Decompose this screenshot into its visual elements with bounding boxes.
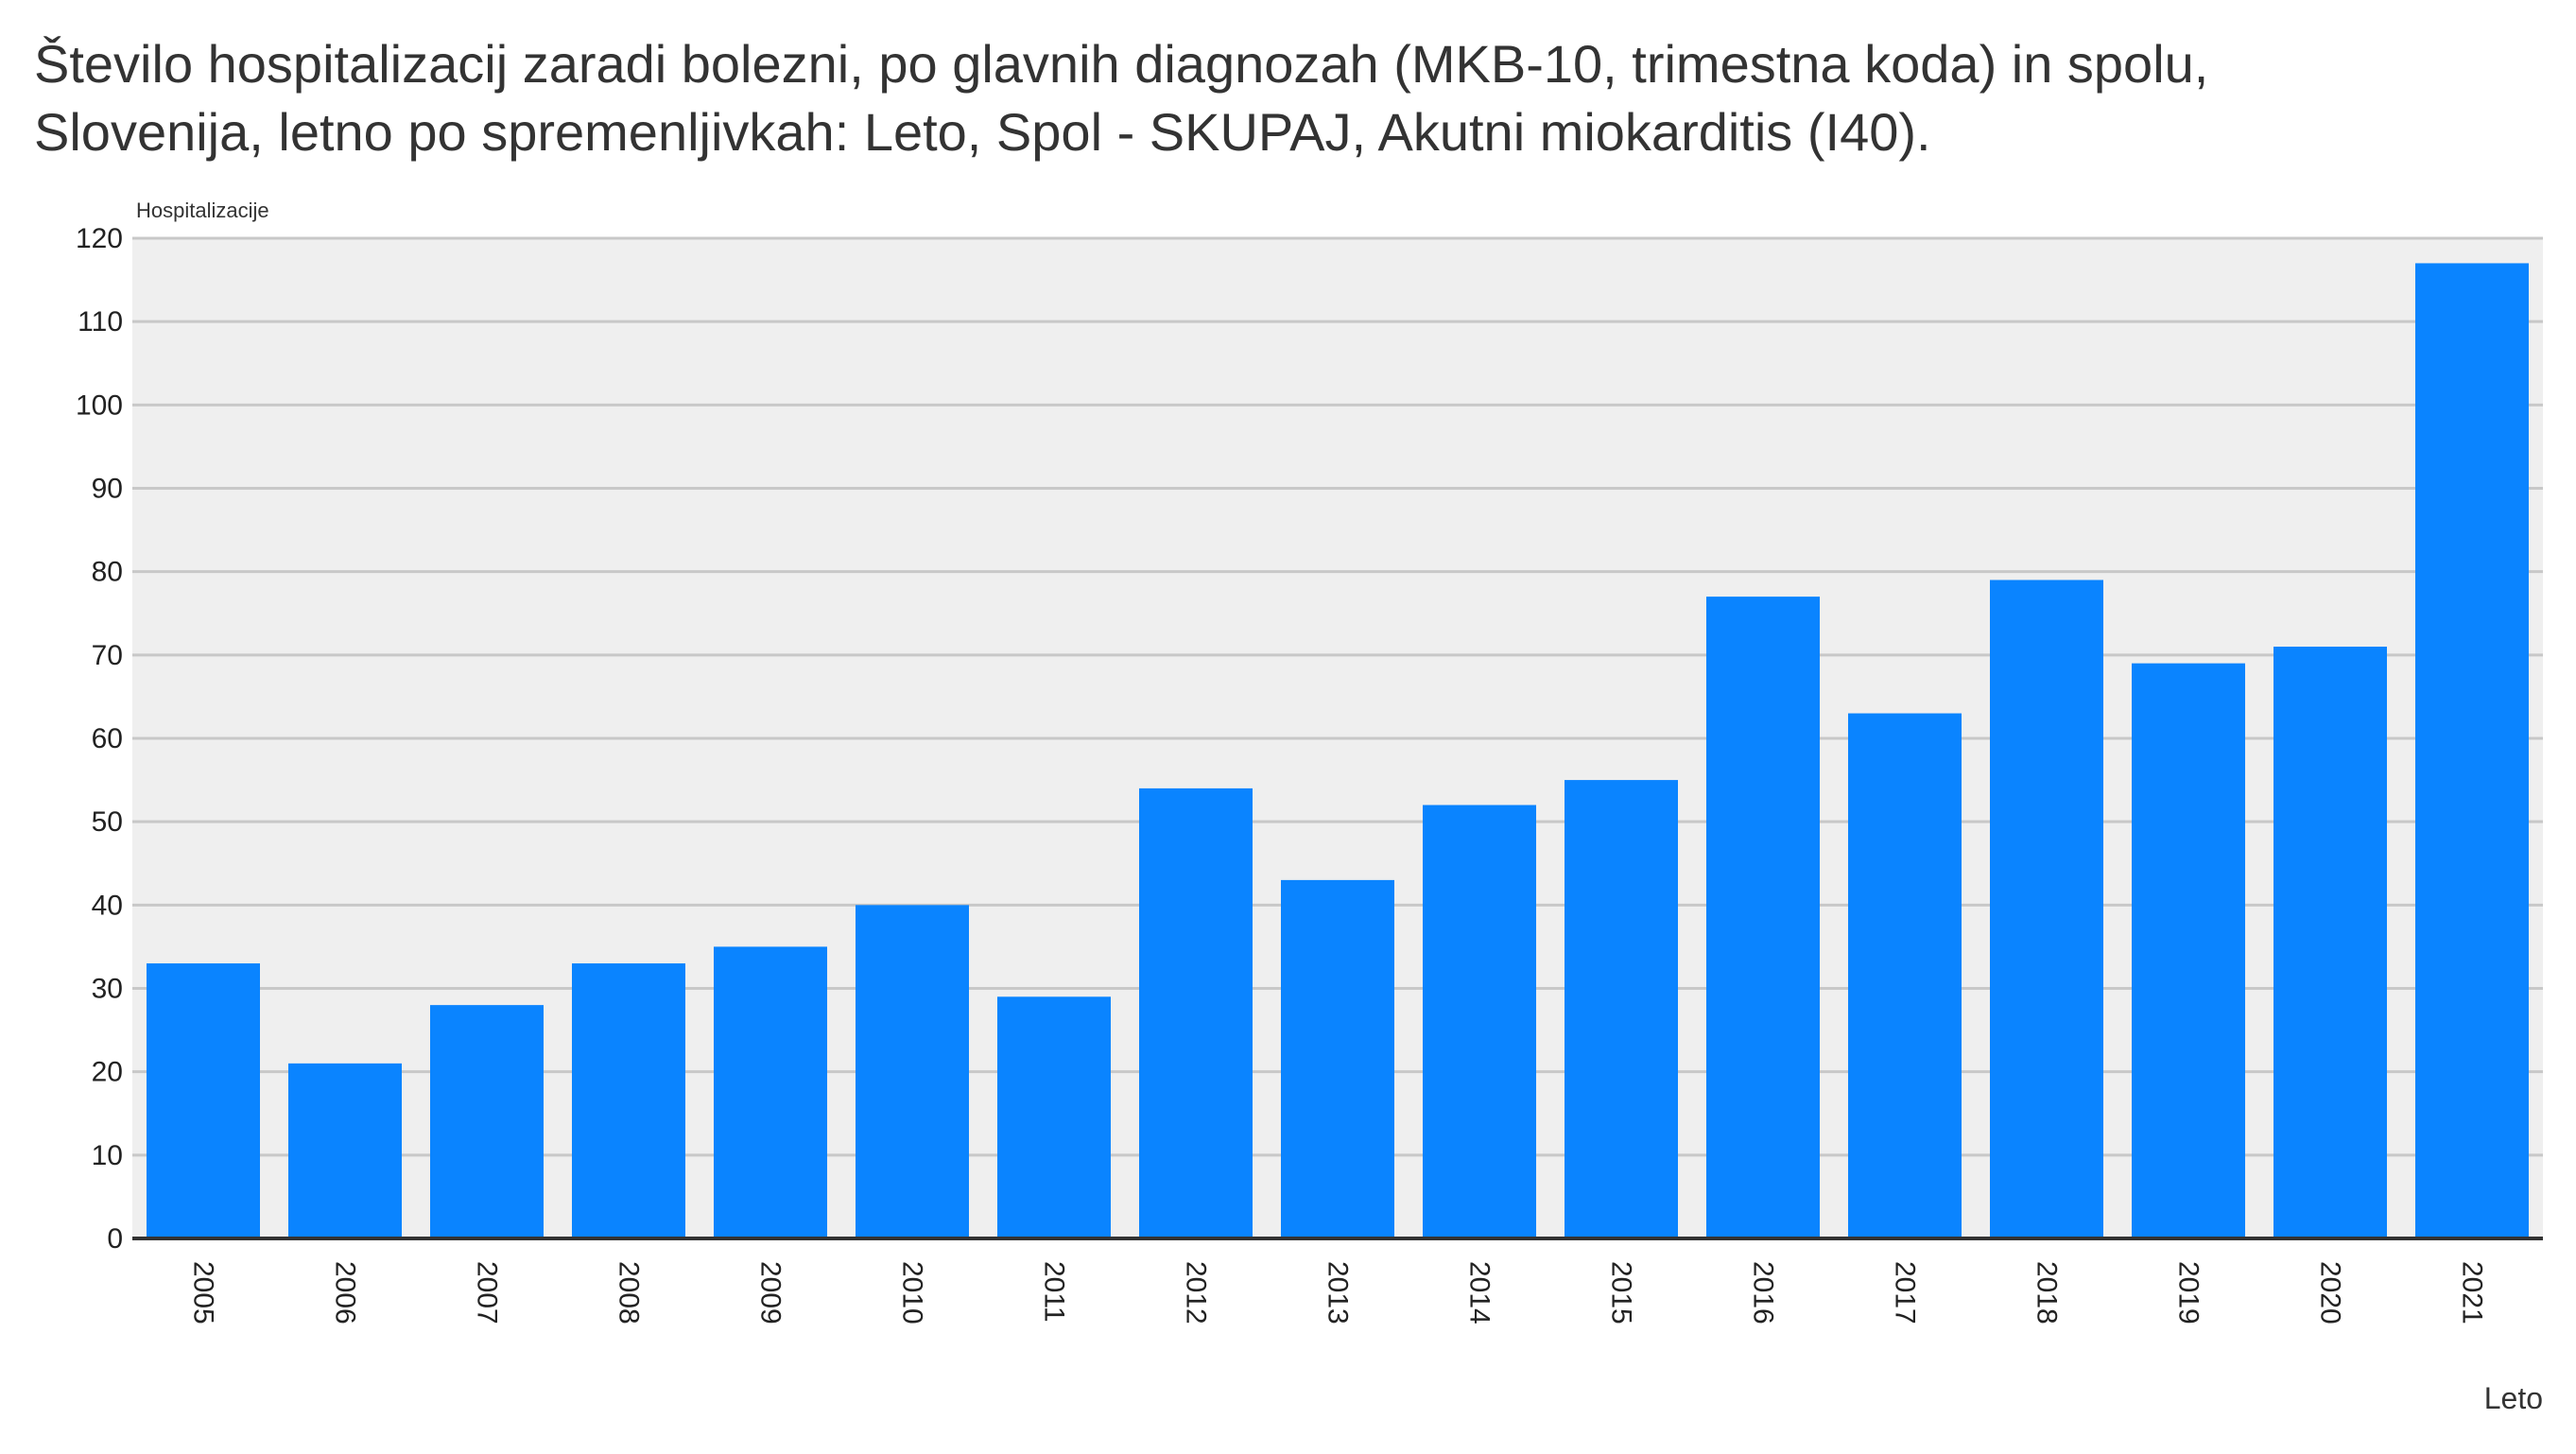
y-tick-label: 110 <box>78 306 123 338</box>
x-tick-label: 2011 <box>1039 1261 1070 1323</box>
bar-2018 <box>1990 580 2103 1238</box>
bar-2016 <box>1706 597 1820 1238</box>
bar-2009 <box>714 946 827 1238</box>
y-tick-label: 60 <box>92 723 123 754</box>
bar-2015 <box>1565 780 1678 1238</box>
y-tick-label: 40 <box>92 890 123 921</box>
y-axis-label: Hospitalizacije <box>136 199 269 222</box>
x-tick-label: 2014 <box>1464 1261 1495 1324</box>
bar-2020 <box>2273 647 2387 1238</box>
bar-2011 <box>997 996 1111 1238</box>
bar-2021 <box>2415 263 2529 1239</box>
bars <box>147 263 2529 1239</box>
y-tick-label: 30 <box>92 974 123 1005</box>
bar-2012 <box>1139 788 1253 1238</box>
y-tick-label: 100 <box>76 389 123 421</box>
y-tick-label: 90 <box>92 474 123 505</box>
x-tick-label: 2006 <box>330 1261 361 1324</box>
y-tick-label: 50 <box>92 806 123 838</box>
y-tick-label: 70 <box>92 640 123 671</box>
x-tick-label: 2012 <box>1181 1261 1212 1324</box>
x-axis-ticks: 2005 2006 2007 2008 2009 2010 2011 2012 2013 2014… <box>188 1261 2488 1324</box>
chart-title: Število hospitalizacij zaradi bolezni, p… <box>34 30 2530 166</box>
x-tick-label: 2013 <box>1323 1261 1354 1324</box>
x-tick-label: 2009 <box>755 1261 787 1324</box>
x-tick-label: 2021 <box>2457 1261 2488 1324</box>
x-tick-label: 2020 <box>2315 1261 2346 1324</box>
bar-2006 <box>288 1063 402 1238</box>
x-tick-label: 2005 <box>188 1261 219 1324</box>
x-tick-label: 2016 <box>1748 1261 1779 1324</box>
y-tick-label: 0 <box>107 1223 123 1255</box>
bar-2008 <box>572 963 685 1238</box>
y-tick-label: 80 <box>92 557 123 588</box>
x-tick-label: 2019 <box>2173 1261 2204 1324</box>
y-tick-label: 120 <box>76 223 123 254</box>
bar-2019 <box>2132 663 2245 1238</box>
y-tick-label: 20 <box>92 1057 123 1088</box>
bar-2010 <box>856 905 969 1238</box>
x-tick-label: 2008 <box>614 1261 645 1324</box>
chart-title-line-2: Slovenija, letno po spremenljivkah: Leto… <box>34 102 1931 162</box>
x-tick-label: 2015 <box>1606 1261 1637 1324</box>
x-tick-label: 2017 <box>1890 1261 1921 1324</box>
bar-2005 <box>147 963 260 1238</box>
x-tick-label: 2007 <box>472 1261 503 1324</box>
bar-2014 <box>1423 805 1536 1238</box>
x-axis-label: Leto <box>2484 1381 2543 1415</box>
x-tick-label: 2018 <box>2031 1261 2063 1324</box>
x-tick-label: 2010 <box>897 1261 928 1324</box>
y-axis-ticks: 0 10 20 30 40 50 60 70 80 90 100 110 120 <box>76 223 123 1255</box>
chart-title-line-1: Število hospitalizacij zaradi bolezni, p… <box>34 34 2209 94</box>
bar-2017 <box>1848 713 1962 1238</box>
bar-2013 <box>1281 879 1394 1238</box>
y-tick-label: 10 <box>92 1140 123 1171</box>
bar-2007 <box>430 1005 544 1238</box>
